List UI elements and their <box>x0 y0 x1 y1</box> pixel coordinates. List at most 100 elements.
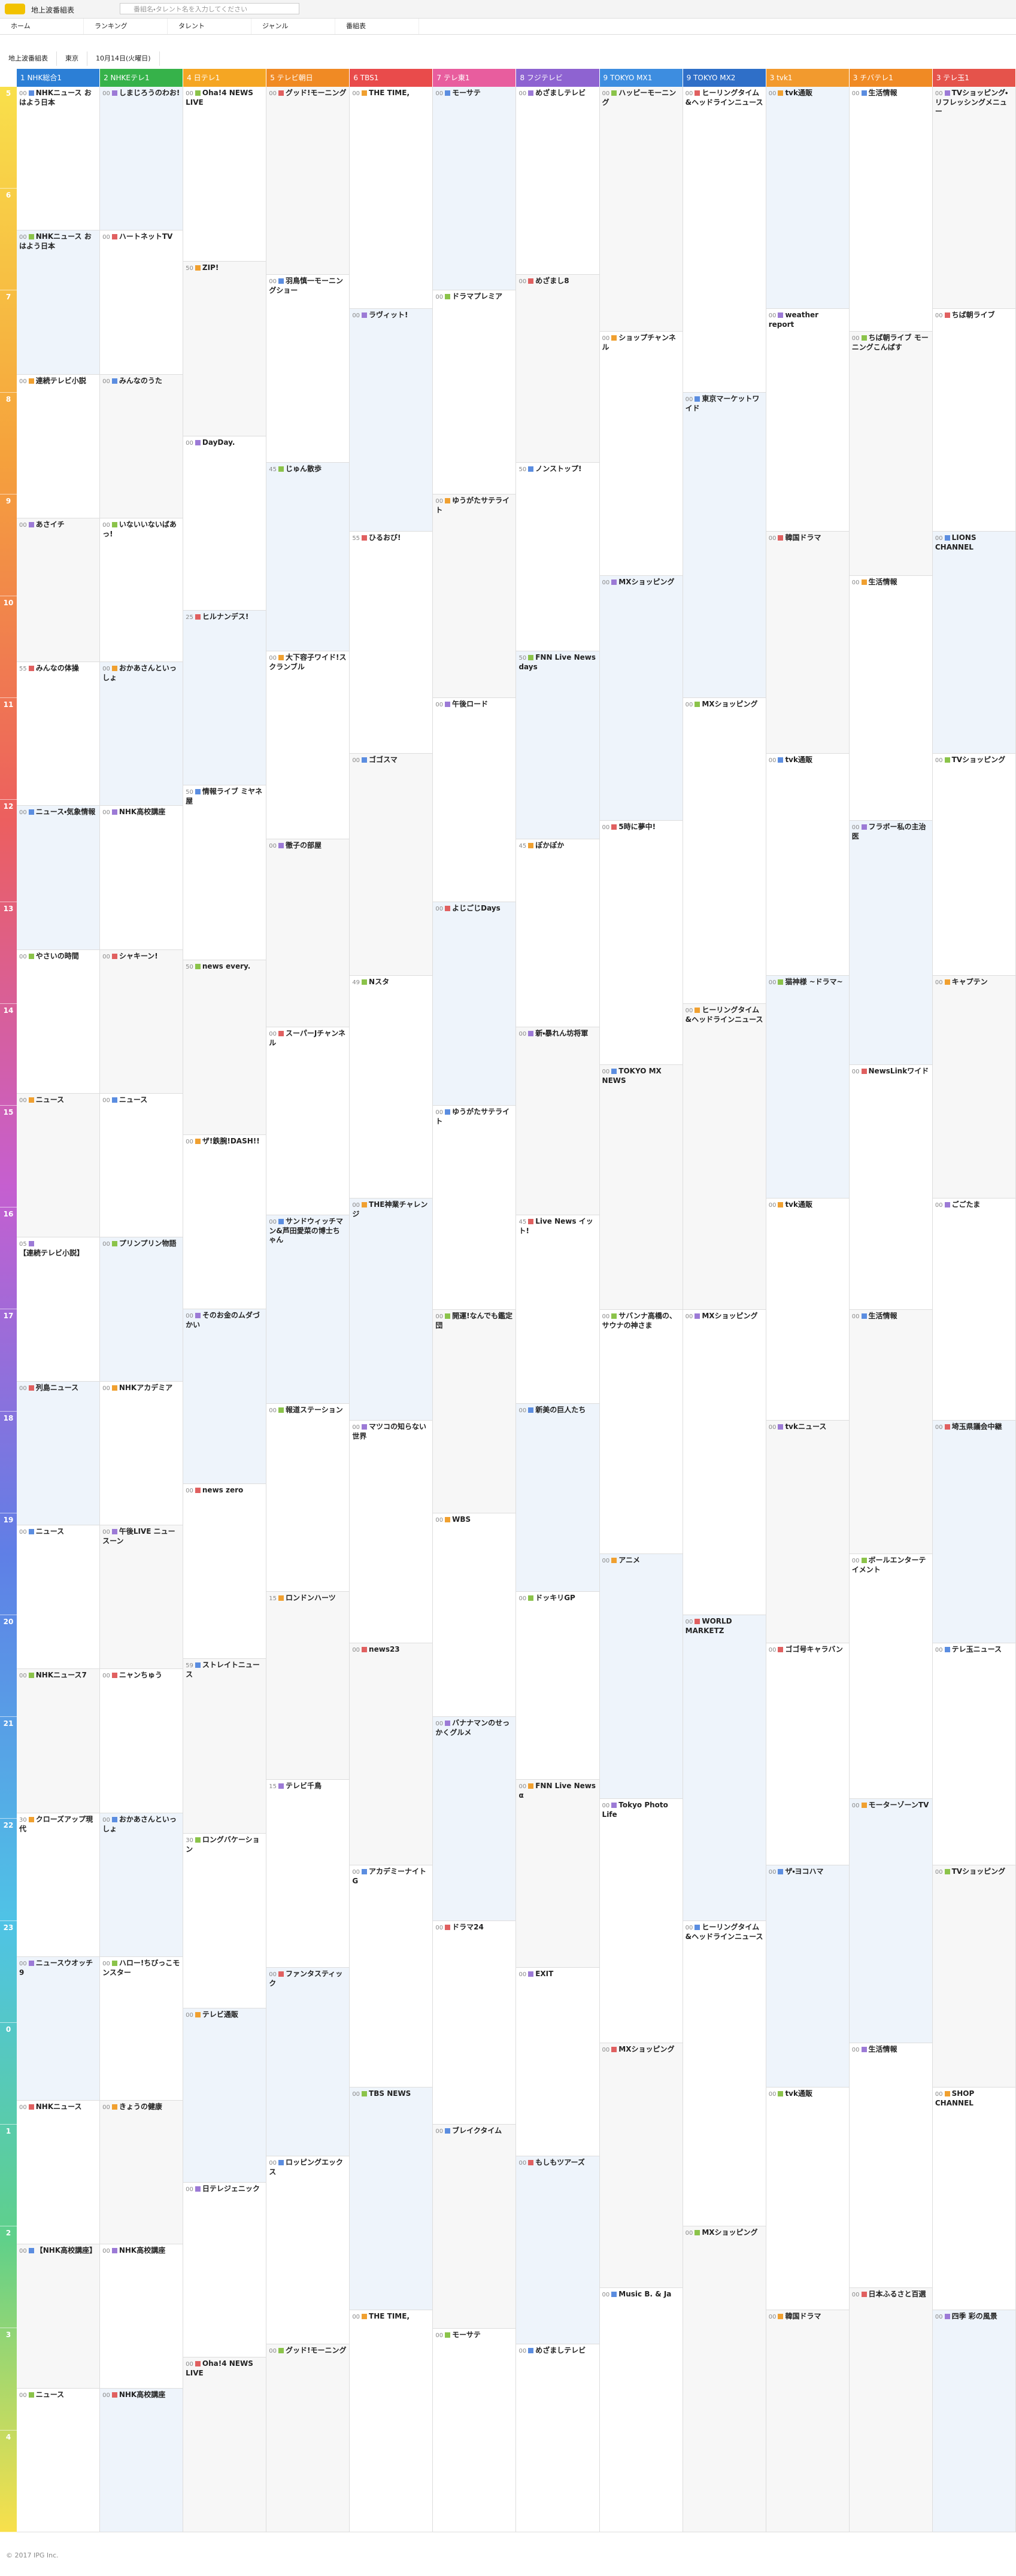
program-cell[interactable]: 25 ヒルナンデス! <box>183 611 266 786</box>
program-cell[interactable]: 00 ゴゴスマ <box>350 754 433 976</box>
program-cell[interactable]: 00 ニュース <box>17 1094 100 1238</box>
program-cell[interactable]: 00 ハッピーモーニング <box>599 87 683 332</box>
program-cell[interactable]: 00 モーターゾーンTV <box>849 1798 932 2043</box>
program-cell[interactable]: 55 みんなの体操 <box>17 662 100 806</box>
program-cell[interactable]: 00 ロッピングエックス <box>266 2156 350 2344</box>
program-cell[interactable]: 00 やさいの時間 <box>17 949 100 1094</box>
program-cell[interactable]: 00 TOKYO MX NEWS <box>599 1065 683 1310</box>
program-cell[interactable]: 00 ヒーリングタイム&ヘッドラインニュース <box>683 1920 766 2227</box>
program-cell[interactable]: 00 グッド!モーニング <box>266 87 350 275</box>
channel-name[interactable]: 3 tvk1 <box>766 69 850 87</box>
program-cell[interactable]: 00 おかあさんといっしょ <box>100 1813 183 1957</box>
search-box[interactable]: 番組名・タレント名を入力してください <box>120 3 299 14</box>
program-cell[interactable]: 00 ゆうがたサテライト <box>433 494 516 699</box>
program-cell[interactable]: 00 テレ玉ニュース <box>932 1643 1015 1865</box>
program-cell[interactable]: 00 Oha!4 NEWS LIVE <box>183 87 266 262</box>
program-cell[interactable]: 59 ストレイトニュース <box>183 1659 266 1834</box>
program-cell[interactable]: 00 日テレジェニック <box>183 2183 266 2358</box>
program-cell[interactable]: 00 ザ!鉄腕!DASH!! <box>183 1134 266 1310</box>
program-cell[interactable]: 00 羽鳥慎一モーニングショー <box>266 275 350 463</box>
program-cell[interactable]: 00 THE TIME, <box>350 2310 433 2532</box>
channel-name[interactable]: 4 日テレ1 <box>183 69 267 87</box>
program-cell[interactable]: 00 報道ステーション <box>266 1403 350 1592</box>
program-cell[interactable]: 00 もしもツアーズ <box>516 2156 599 2344</box>
program-cell[interactable]: 00 新・暴れん坊将軍 <box>516 1027 599 1216</box>
nav-item[interactable]: 番組表 <box>335 19 419 34</box>
program-cell[interactable]: 00 テレビ通販 <box>183 2008 266 2183</box>
program-cell[interactable]: 00 ハートネットTV <box>100 230 183 375</box>
program-cell[interactable]: 15 テレビ千鳥 <box>266 1780 350 1968</box>
program-cell[interactable]: 50 ノンストップ! <box>516 463 599 651</box>
channel-name[interactable]: 7 テレ東1 <box>433 69 517 87</box>
program-cell[interactable]: 00 NHKニュース おはよう日本 <box>17 230 100 375</box>
program-cell[interactable]: 00 サバンナ高橋の、サウナの神さま <box>599 1309 683 1554</box>
program-cell[interactable]: 15 ロンドンハーツ <box>266 1591 350 1780</box>
program-cell[interactable]: 00 TVショッピング・リフレッシングメニュー <box>932 87 1015 310</box>
program-cell[interactable]: 00 FNN Live News α <box>516 1780 599 1968</box>
program-cell[interactable]: 00 MXショッピング <box>599 2043 683 2288</box>
program-cell[interactable]: 00 生活情報 <box>849 2043 932 2288</box>
program-cell[interactable]: 00 ニュース <box>17 2388 100 2533</box>
channel-name[interactable]: 5 テレビ朝日 <box>266 69 350 87</box>
program-cell[interactable]: 00 tvk通販 <box>766 87 849 310</box>
channel-name[interactable]: 9 TOKYO MX1 <box>599 69 683 87</box>
program-cell[interactable]: 00 ゴゴ号キャラバン <box>766 1643 849 1865</box>
program-cell[interactable]: 05【連続テレビ小説】 <box>17 1237 100 1382</box>
program-cell[interactable]: 00 よじごじDays <box>433 902 516 1106</box>
program-cell[interactable]: 00 おかあさんといっしょ <box>100 662 183 806</box>
program-cell[interactable]: 00 NHKニュース <box>17 2101 100 2245</box>
breadcrumb-item[interactable]: 東京 <box>57 51 87 66</box>
program-cell[interactable]: 00 5時に夢中! <box>599 820 683 1065</box>
program-cell[interactable]: 00 Tokyo Photo Life <box>599 1798 683 2043</box>
program-cell[interactable]: 55 ひるおび! <box>350 531 433 754</box>
program-cell[interactable]: 50 情報ライブ ミヤネ屋 <box>183 785 266 960</box>
program-cell[interactable]: 00 あさイチ <box>17 518 100 663</box>
program-cell[interactable]: 00 ドッキリGP <box>516 1591 599 1780</box>
program-cell[interactable]: 00 MXショッピング <box>683 2226 766 2532</box>
program-cell[interactable]: 00 【NHK高校講座】 <box>17 2244 100 2389</box>
program-cell[interactable]: 00 NHKニュース7 <box>17 1669 100 1813</box>
program-cell[interactable]: 00 バナナマンのせっかくグルメ <box>433 1717 516 1921</box>
program-cell[interactable]: 00 みんなのうた <box>100 374 183 518</box>
nav-item[interactable]: ホーム <box>0 19 84 34</box>
program-cell[interactable]: 00 MXショッピング <box>599 576 683 821</box>
program-cell[interactable]: 00 ちば朝ライブ モーニングこんぱす <box>849 331 932 576</box>
logo[interactable] <box>5 4 25 14</box>
program-cell[interactable]: 00 連続テレビ小説 <box>17 374 100 518</box>
program-cell[interactable]: 45 Live News イット! <box>516 1215 599 1404</box>
program-cell[interactable]: 00 ドラマ24 <box>433 1920 516 2125</box>
program-cell[interactable]: 00 SHOP CHANNEL <box>932 2087 1015 2310</box>
program-cell[interactable]: 00 キャプテン <box>932 976 1015 1199</box>
program-cell[interactable]: 00 ヒーリングタイム&ヘッドラインニュース <box>683 1003 766 1310</box>
program-cell[interactable]: 00 めざましテレビ <box>516 87 599 275</box>
program-cell[interactable]: 00 埼玉県議会中継 <box>932 1421 1015 1643</box>
program-cell[interactable]: 00 四季 彩の風景 <box>932 2310 1015 2532</box>
program-cell[interactable]: 00 そのお金のムダづかい <box>183 1309 266 1485</box>
program-cell[interactable]: 00 生活情報 <box>849 1309 932 1554</box>
program-cell[interactable]: 00 生活情報 <box>849 87 932 332</box>
program-cell[interactable]: 00 いないいないばあっ! <box>100 518 183 663</box>
program-cell[interactable]: 00 NHK高校講座 <box>100 2388 183 2533</box>
channel-name[interactable]: 2 NHKEテレ1 <box>100 69 184 87</box>
program-cell[interactable]: 00 ニュース <box>100 1094 183 1238</box>
program-cell[interactable]: 00 NewsLinkワイド <box>849 1065 932 1310</box>
program-cell[interactable]: 00 tvk通販 <box>766 1198 849 1421</box>
program-cell[interactable]: 00 列島ニュース <box>17 1381 100 1525</box>
program-cell[interactable]: 00 午後ロード <box>433 698 516 902</box>
channel-name[interactable]: 8 フジテレビ <box>516 69 600 87</box>
program-cell[interactable]: 00 WORLD MARKETZ <box>683 1615 766 1921</box>
site-title[interactable]: 地上波番組表 <box>31 6 75 14</box>
program-cell[interactable]: 00 tvk通販 <box>766 754 849 976</box>
program-cell[interactable]: 00 Music B. & Ja <box>599 2287 683 2532</box>
program-cell[interactable]: 00 猫神様 ~ドラマ~ <box>766 976 849 1199</box>
program-cell[interactable]: 30 クローズアップ現代 <box>17 1813 100 1957</box>
program-cell[interactable]: 00 NHKアカデミア <box>100 1381 183 1525</box>
program-cell[interactable]: 00 ドラマプレミア <box>433 290 516 494</box>
channel-name[interactable]: 3 チバテレ1 <box>849 69 933 87</box>
program-cell[interactable]: 00 ヒーリングタイム&ヘッドラインニュース <box>683 87 766 393</box>
program-cell[interactable]: 00 ボールエンターテイメント <box>849 1554 932 1799</box>
program-cell[interactable]: 00 NHKニュース おはよう日本 <box>17 87 100 231</box>
program-cell[interactable]: 00 ザ・ヨコハマ <box>766 1865 849 2088</box>
program-cell[interactable]: 00 しまじろうのわお! <box>100 87 183 231</box>
program-cell[interactable]: 00 MXショッピング <box>683 698 766 1004</box>
